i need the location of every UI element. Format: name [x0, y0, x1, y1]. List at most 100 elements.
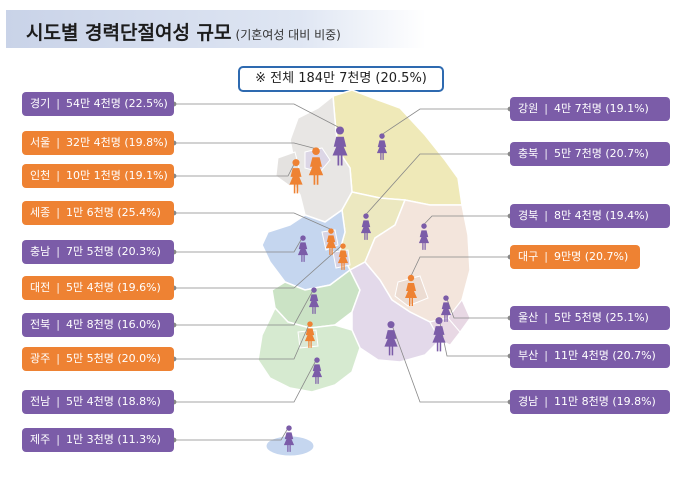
region-label-2: 인천 | 10만 1천명 (19.1%) — [22, 164, 174, 188]
region-value: 5만 5천명 (25.1%) — [553, 311, 649, 324]
region-name: 세종 — [30, 206, 51, 219]
region-name: 광주 — [30, 352, 51, 365]
region-value: 11만 8천명 (19.8%) — [553, 395, 656, 408]
region-value: 5만 4천명 (18.8%) — [65, 395, 161, 408]
region-value: 8만 4천명 (19.4%) — [553, 209, 649, 222]
region-label-11: 충북 | 5만 7천명 (20.7%) — [510, 142, 670, 166]
woman-icon-9 — [283, 425, 295, 452]
region-name: 충북 — [518, 147, 539, 160]
region-shape-jeonnam — [257, 306, 361, 393]
region-label-13: 대구 | 9만명 (20.7%) — [510, 245, 640, 269]
page-subtitle: (기혼여성 대비 비중) — [235, 28, 341, 42]
woman-icon-14 — [440, 295, 452, 322]
label-separator: | — [56, 281, 60, 294]
woman-icon-10 — [376, 133, 388, 160]
label-separator: | — [56, 169, 60, 182]
leader-line-10 — [381, 108, 510, 135]
region-name: 대구 — [518, 250, 539, 263]
leader-line-0 — [174, 103, 341, 129]
region-name: 전남 — [30, 395, 51, 408]
region-name: 전북 — [30, 318, 51, 331]
label-separator: | — [544, 311, 548, 324]
total-summary: ※ 전체 184만 7천명 (20.5%) — [238, 66, 444, 92]
region-label-8: 전남 | 5만 4천명 (18.8%) — [22, 390, 174, 414]
leader-line-16 — [390, 322, 510, 403]
region-value: 5만 4천명 (19.6%) — [65, 281, 161, 294]
woman-icon-15 — [432, 317, 446, 352]
leader-line-4 — [174, 236, 304, 253]
page-title: 시도별 경력단절여성 규모 (기혼여성 대비 비중) — [26, 18, 341, 45]
label-separator: | — [56, 433, 60, 446]
region-value: 4만 8천명 (16.0%) — [65, 318, 161, 331]
leader-line-1 — [174, 142, 317, 150]
leader-line-9 — [174, 426, 290, 441]
region-label-15: 부산 | 11만 4천명 (20.7%) — [510, 344, 670, 368]
region-value: 1만 3천명 (11.3%) — [65, 433, 161, 446]
title-main: 시도별 경력단절여성 규모 — [26, 22, 232, 44]
leader-line-8 — [174, 358, 318, 403]
region-name: 경기 — [30, 97, 51, 110]
region-label-14: 울산 | 5만 5천명 (25.1%) — [510, 306, 670, 330]
woman-icon-3 — [325, 228, 337, 255]
region-value: 9만명 (20.7%) — [553, 250, 629, 263]
label-separator: | — [56, 97, 60, 110]
region-value: 1만 6천명 (25.4%) — [65, 206, 161, 219]
label-separator: | — [56, 136, 60, 149]
region-value: 10만 1천명 (19.1%) — [65, 169, 168, 182]
region-label-0: 경기 | 54만 4천명 (22.5%) — [22, 92, 174, 116]
title-bar: 시도별 경력단절여성 규모 (기혼여성 대비 비중) — [6, 10, 426, 48]
region-label-7: 광주 | 5만 5천명 (20.0%) — [22, 347, 174, 371]
region-label-12: 경북 | 8만 4천명 (19.4%) — [510, 204, 670, 228]
region-name: 울산 — [518, 311, 539, 324]
woman-icon-11 — [360, 213, 372, 240]
label-separator: | — [544, 395, 548, 408]
label-separator: | — [544, 147, 548, 160]
region-name: 부산 — [518, 349, 539, 362]
region-value: 54만 4천명 (22.5%) — [65, 97, 168, 110]
region-name: 제주 — [30, 433, 51, 446]
label-separator: | — [544, 349, 548, 362]
region-value: 7만 5천명 (20.3%) — [65, 245, 161, 258]
woman-icon-12 — [418, 223, 430, 250]
label-separator: | — [56, 245, 60, 258]
woman-icon-16 — [384, 321, 398, 356]
leader-line-3 — [174, 212, 332, 230]
region-name: 강원 — [518, 102, 539, 115]
region-name: 대전 — [30, 281, 51, 294]
region-name: 인천 — [30, 169, 51, 182]
label-separator: | — [56, 352, 60, 365]
label-separator: | — [56, 206, 60, 219]
woman-icon-0 — [332, 126, 348, 166]
woman-icon-2 — [289, 159, 303, 194]
woman-icon-13 — [405, 274, 417, 306]
woman-icon-7 — [304, 321, 316, 348]
region-label-3: 세종 | 1만 6천명 (25.4%) — [22, 201, 174, 225]
woman-icon-4 — [297, 235, 309, 262]
region-value: 32만 4천명 (19.8%) — [65, 136, 168, 149]
region-name: 경북 — [518, 209, 539, 222]
region-label-4: 충남 | 7만 5천명 (20.3%) — [22, 240, 174, 264]
region-name: 충남 — [30, 245, 51, 258]
woman-icon-5 — [337, 243, 349, 270]
region-label-1: 서울 | 32만 4천명 (19.8%) — [22, 131, 174, 155]
region-value: 4만 7천명 (19.1%) — [553, 102, 649, 115]
region-name: 서울 — [30, 136, 51, 149]
woman-icon-1 — [308, 147, 324, 185]
leader-line-5 — [174, 244, 344, 289]
region-label-5: 대전 | 5만 4천명 (19.6%) — [22, 276, 174, 300]
leader-line-2 — [174, 160, 297, 177]
leader-line-13 — [410, 256, 510, 277]
leader-line-12 — [423, 215, 510, 225]
leader-line-7 — [174, 322, 311, 360]
region-label-10: 강원 | 4만 7천명 (19.1%) — [510, 97, 670, 121]
label-separator: | — [56, 395, 60, 408]
region-label-16: 경남 | 11만 8천명 (19.8%) — [510, 390, 670, 414]
label-separator: | — [544, 102, 548, 115]
leader-line-11 — [365, 153, 510, 215]
woman-icon-6 — [308, 287, 320, 314]
region-name: 경남 — [518, 395, 539, 408]
region-value: 5만 5천명 (20.0%) — [65, 352, 161, 365]
region-value: 5만 7천명 (20.7%) — [553, 147, 649, 160]
leader-line-6 — [174, 288, 315, 326]
